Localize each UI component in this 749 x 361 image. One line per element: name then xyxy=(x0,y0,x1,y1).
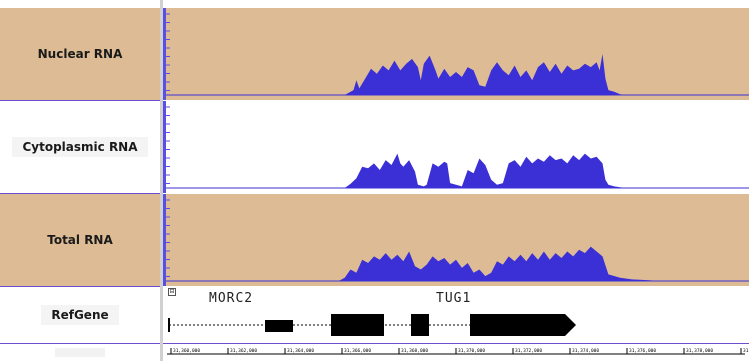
ruler-tick-label: 31,376,000 xyxy=(629,348,656,354)
coverage-area xyxy=(344,54,626,95)
ruler-label-placeholder xyxy=(55,348,105,357)
ruler-tick-label: 31,366,000 xyxy=(344,348,371,354)
ruler-tick-label: 31,368,000 xyxy=(401,348,428,354)
refgene-track[interactable] xyxy=(163,287,749,343)
coordinate-ruler: 31,360,000 31,362,000 31,364,000 31,366,000… xyxy=(167,348,749,355)
label-column-border xyxy=(160,0,163,361)
expand-collapse-icon[interactable]: ⊟ xyxy=(168,288,176,296)
track-name-nuclear: Nuclear RNA xyxy=(37,47,123,61)
ruler-tick-label: 31,372,000 xyxy=(515,348,542,354)
ruler-tick-label: 31,378,000 xyxy=(686,348,713,354)
ruler-tick-label: 31,364,000 xyxy=(287,348,314,354)
ruler-tick-label: 31,380,000 xyxy=(743,348,749,354)
track-cytoplasmic-rna[interactable] xyxy=(163,101,749,193)
gene-start-marker xyxy=(168,318,170,332)
ruler-tick-label: 31,370,000 xyxy=(458,348,485,354)
separator-3 xyxy=(0,286,163,287)
track-nuclear-rna[interactable] xyxy=(163,8,749,100)
exon-4-arrow xyxy=(470,314,576,336)
track-label-ruler xyxy=(0,344,160,361)
track-name-refgene: RefGene xyxy=(41,305,119,325)
coverage-area xyxy=(338,246,662,281)
track-label-nuclear-rna[interactable]: Nuclear RNA xyxy=(0,8,160,100)
exon-3 xyxy=(411,314,429,336)
scale-bar xyxy=(163,101,166,193)
separator-1 xyxy=(0,100,163,101)
gene-label-morc2[interactable]: MORC2 xyxy=(209,291,254,306)
track-label-refgene[interactable]: RefGene xyxy=(0,287,160,343)
exon-1 xyxy=(265,320,293,332)
scale-bar xyxy=(163,194,166,286)
scale-bar xyxy=(163,8,166,100)
exon-2 xyxy=(331,314,384,336)
track-label-cytoplasmic-rna[interactable]: Cytoplasmic RNA xyxy=(0,101,160,193)
track-label-total-rna[interactable]: Total RNA xyxy=(0,194,160,286)
track-name-cytoplasmic: Cytoplasmic RNA xyxy=(12,137,148,157)
separator-2 xyxy=(0,193,163,194)
coverage-area xyxy=(344,153,626,188)
track-name-total: Total RNA xyxy=(47,233,113,247)
ruler-tick-label: 31,374,000 xyxy=(572,348,599,354)
ruler-tick-label: 31,362,000 xyxy=(230,348,257,354)
separator-4 xyxy=(0,343,749,344)
gene-label-tug1[interactable]: TUG1 xyxy=(436,291,472,306)
ruler-tick-label: 31,360,000 xyxy=(173,348,200,354)
track-total-rna[interactable] xyxy=(163,194,749,286)
track-background xyxy=(163,101,749,193)
